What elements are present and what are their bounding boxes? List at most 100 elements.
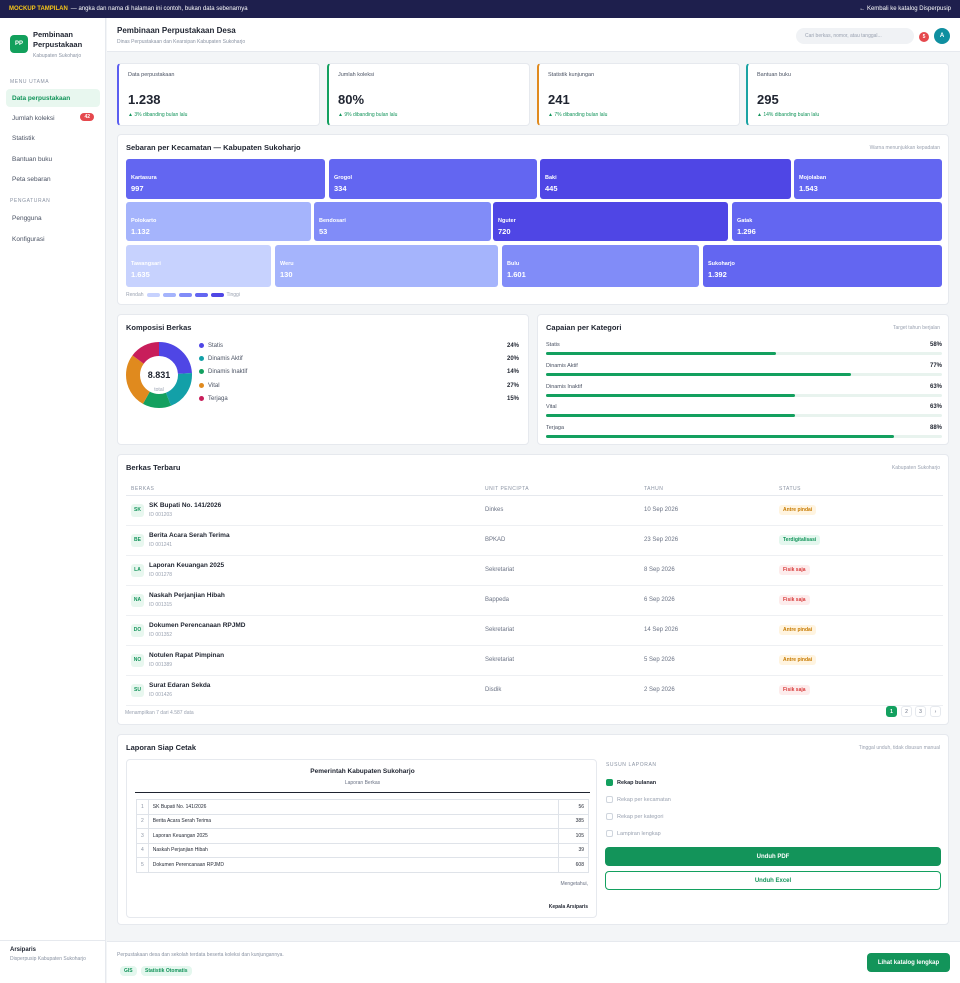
unit-cell: Disdik xyxy=(480,675,639,706)
file-info: Naskah Perjanjian Hibah ID 001315 xyxy=(149,592,225,608)
district-name: Kartasura xyxy=(131,175,157,181)
table-row: 3 Laporan Keuangan 2025 105 xyxy=(136,828,589,844)
status-cell: Antre pindai xyxy=(774,645,943,676)
card-title: Capaian per Kategori xyxy=(546,323,622,332)
option-label: Rekap bulanan xyxy=(617,779,657,786)
option-label: Lampiran lengkap xyxy=(617,830,661,837)
mockup-banner: MOCKUP TAMPILAN — angka dan nama di halam… xyxy=(0,0,960,18)
district-tile[interactable]: Bulu 1.601 xyxy=(502,245,699,287)
option-rekap-kecamatan[interactable]: Rekap per kecamatan xyxy=(606,796,671,803)
district-tile[interactable]: Sukoharjo 1.392 xyxy=(703,245,942,287)
column-header: UNIT PENCIPTA xyxy=(480,483,639,496)
district-tile[interactable]: Bendosari 53 xyxy=(314,202,491,241)
sidebar-item-jumlah-koleksi[interactable]: Jumlah koleksi 42 xyxy=(6,109,100,127)
progress-label: Statis xyxy=(546,342,560,348)
report-known: Mengetahui, xyxy=(560,881,588,887)
progress-pct: 88% xyxy=(929,425,942,431)
progress-fill xyxy=(546,394,796,397)
table-row[interactable]: LA Laporan Keuangan 2025 ID 001278 Sekretar… xyxy=(126,555,943,586)
view-catalog-button[interactable]: Lihat katalog lengkap xyxy=(867,953,950,972)
report-title: Pemerintah Kabupaten Sukoharjo xyxy=(310,768,415,775)
donut-slice xyxy=(126,342,192,408)
option-lampiran-lengkap[interactable]: Lampiran lengkap xyxy=(606,830,661,837)
district-tile[interactable]: Kartasura 997 xyxy=(126,159,325,199)
page-button-1[interactable]: 1 xyxy=(886,706,897,717)
brand-name: Pembinaan Perpustakaan xyxy=(33,30,83,49)
back-to-catalog-link[interactable]: ← Kembali ke katalog Disperpusip xyxy=(859,6,951,12)
scale-high-label: Tinggi xyxy=(226,292,240,298)
row-name: Dokumen Perencanaan RPJMD xyxy=(147,857,560,873)
sidebar-item-statistik[interactable]: Statistik xyxy=(6,129,100,147)
page-button-3[interactable]: 3 xyxy=(915,706,926,717)
count-badge: 42 xyxy=(80,113,94,121)
legend-dot xyxy=(199,343,204,348)
download-excel-button[interactable]: Unduh Excel xyxy=(605,871,941,890)
file-id: ID 001352 xyxy=(149,632,173,638)
option-rekap-bulanan[interactable]: Rekap bulanan xyxy=(606,779,656,786)
row-name: SK Bupati No. 141/2026 xyxy=(147,799,560,815)
district-tile[interactable]: Nguter 720 xyxy=(493,202,728,241)
district-name: Mojolaban xyxy=(799,175,827,181)
sidebar-item-pengguna[interactable]: Pengguna xyxy=(6,209,100,227)
progress-track xyxy=(546,394,942,397)
table-header-row: BERKAS UNIT PENCIPTA TAHUN STATUS xyxy=(126,483,943,496)
brand-subtitle: Kabupaten Sukoharjo xyxy=(33,53,82,59)
notification-badge[interactable]: 5 xyxy=(919,32,929,42)
sidebar-item-peta-sebaran[interactable]: Peta sebaran xyxy=(6,170,100,188)
stat-value: 295 xyxy=(757,92,779,107)
date-cell: 5 Sep 2026 xyxy=(639,645,774,676)
row-number: 3 xyxy=(136,828,149,844)
option-rekap-kategori[interactable]: Rekap per kategori xyxy=(606,813,663,820)
district-tile[interactable]: Weru 130 xyxy=(275,245,498,287)
download-pdf-button[interactable]: Unduh PDF xyxy=(605,847,941,866)
section-label-main: MENU UTAMA xyxy=(10,79,50,85)
sidebar-item-konfigurasi[interactable]: Konfigurasi xyxy=(6,230,100,248)
file-cell: NA Naskah Perjanjian Hibah ID 001315 xyxy=(126,585,480,616)
progress-track xyxy=(546,414,942,417)
page-subtitle: Dinas Perpustakaan dan Kearsipan Kabupat… xyxy=(117,39,246,45)
search-input[interactable]: Cari berkas, nomor, atau tanggal... xyxy=(796,28,914,44)
divider xyxy=(135,792,590,793)
file-id: ID 001203 xyxy=(149,512,173,518)
progress-pct: 58% xyxy=(929,342,942,348)
column-header: TAHUN xyxy=(639,483,774,496)
table-row[interactable]: DO Dokumen Perencanaan RPJMD ID 001352 Sekr… xyxy=(126,615,943,646)
report-subtitle: Laporan Berkas xyxy=(344,780,381,786)
table-row[interactable]: SU Surat Edaran Sekda ID 001426 Disdik 2 Sep… xyxy=(126,675,943,706)
district-tile[interactable]: Mojolaban 1.543 xyxy=(794,159,942,199)
district-tile[interactable]: Grogol 334 xyxy=(329,159,537,199)
file-cell: DO Dokumen Perencanaan RPJMD ID 001352 xyxy=(126,615,480,646)
sidebar-item-bantuan-buku[interactable]: Bantuan buku xyxy=(6,150,100,168)
file-cell: SK SK Bupati No. 141/2026 ID 001203 xyxy=(126,495,480,526)
row-value: 608 xyxy=(558,857,589,873)
stat-change: ▲ 3% dibanding bulan lalu xyxy=(128,112,188,118)
district-tile[interactable]: Gatak 1.296 xyxy=(732,202,942,241)
avatar[interactable]: A xyxy=(934,28,950,44)
progress-row: Dinamis Inaktif 63% xyxy=(546,384,942,397)
banner-text-group: MOCKUP TAMPILAN — angka dan nama di halam… xyxy=(9,6,248,12)
sidebar-item-data-perpustakaan[interactable]: Data perpustakaan xyxy=(6,89,100,107)
file-info: Laporan Keuangan 2025 ID 001278 xyxy=(149,562,224,578)
district-tile[interactable]: Baki 445 xyxy=(540,159,791,199)
table-row[interactable]: BE Berita Acara Serah Terima ID 001241 BPKA… xyxy=(126,525,943,556)
district-tile[interactable]: Tawangsari 1.635 xyxy=(126,245,271,287)
file-info: Berita Acara Serah Terima ID 001241 xyxy=(149,532,230,548)
district-value: 334 xyxy=(334,184,347,193)
legend-item: Terjaga 15% xyxy=(199,396,519,402)
table-row[interactable]: NA Naskah Perjanjian Hibah ID 001315 Bapped… xyxy=(126,585,943,616)
district-tile[interactable]: Polokarto 1.132 xyxy=(126,202,311,241)
table-row[interactable]: SK SK Bupati No. 141/2026 ID 001203 Dinkes 1… xyxy=(126,495,943,526)
progress-pct: 63% xyxy=(929,404,942,410)
file-type-icon: SK xyxy=(131,503,144,517)
card-title: Laporan Siap Cetak xyxy=(126,743,197,752)
status-badge: Antre pindai xyxy=(779,625,817,635)
progress-label: Dinamis Inaktif xyxy=(546,384,583,390)
row-number: 4 xyxy=(136,842,149,858)
sidebar-item-label: Peta sebaran xyxy=(12,175,51,183)
page-button-2[interactable]: 2 xyxy=(901,706,912,717)
next-page-button[interactable]: › xyxy=(930,706,941,717)
card-title: Sebaran per Kecamatan — Kabupaten Sukoha… xyxy=(126,143,301,152)
table-row[interactable]: NO Notulen Rapat Pimpinan ID 001389 Sekreta… xyxy=(126,645,943,676)
scale-swatch xyxy=(210,293,224,297)
file-type-icon: NA xyxy=(131,593,144,607)
